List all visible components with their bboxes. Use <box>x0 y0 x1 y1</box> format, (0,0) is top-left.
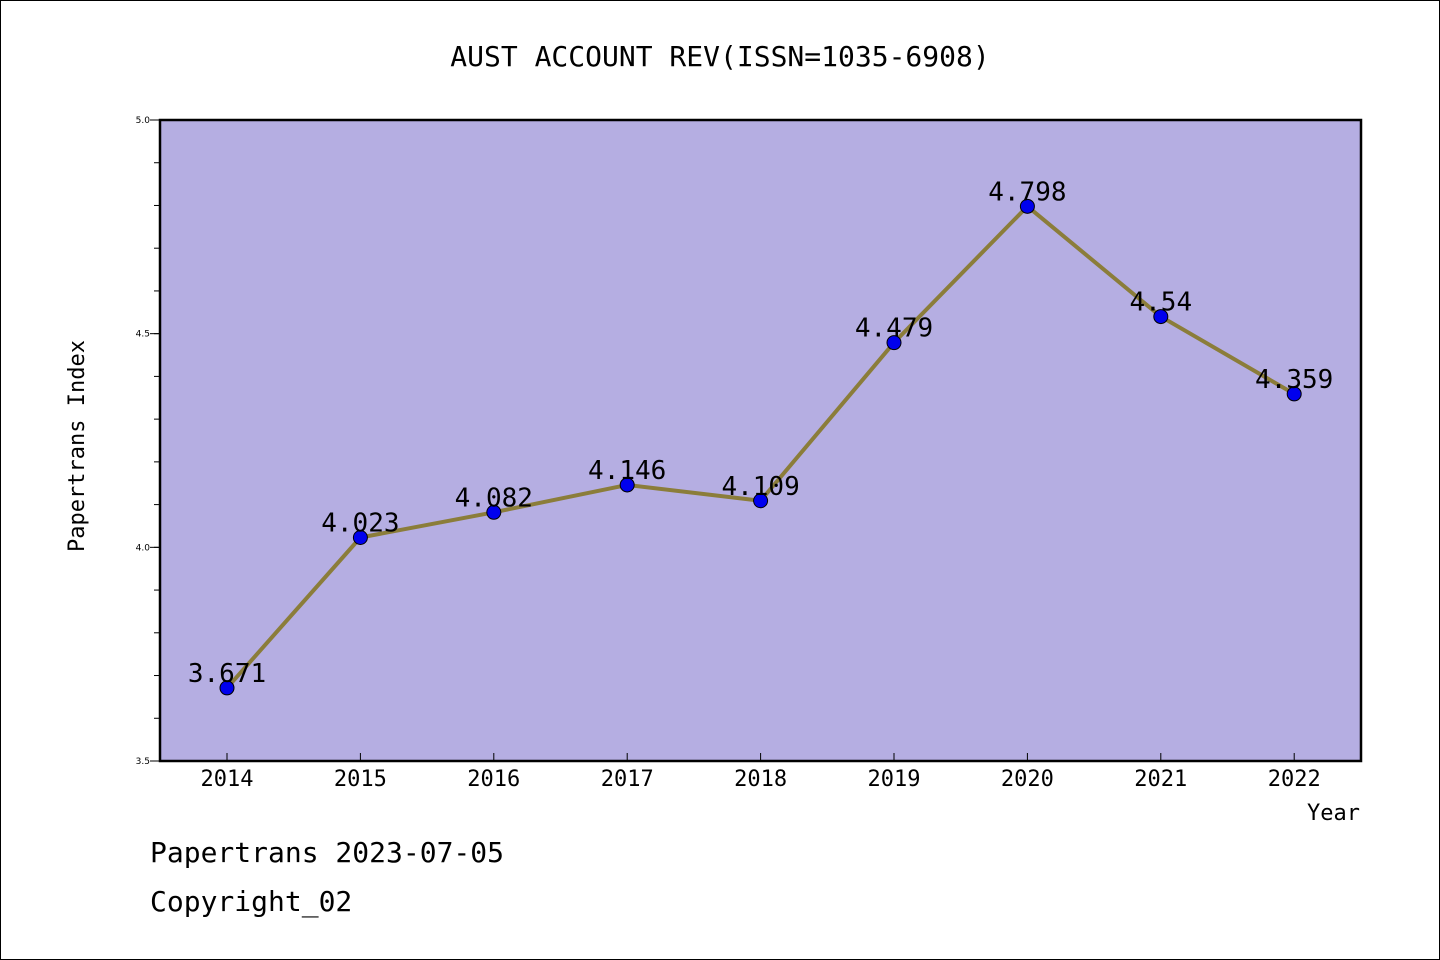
x-tick-label: 2016 <box>467 767 520 792</box>
data-label: 4.082 <box>455 483 533 513</box>
chart-title: AUST ACCOUNT REV(ISSN=1035-6908) <box>450 40 989 73</box>
x-axis-label: Year <box>1307 801 1360 826</box>
data-point <box>219 680 235 696</box>
data-label: 4.146 <box>588 456 666 486</box>
data-label: 4.54 <box>1129 288 1192 318</box>
x-tick-label: 2020 <box>1001 767 1054 792</box>
x-tick-label: 2017 <box>601 767 654 792</box>
data-point <box>1153 309 1169 325</box>
data-label: 4.479 <box>855 314 933 344</box>
data-label: 4.109 <box>721 472 799 502</box>
data-point <box>1019 198 1035 214</box>
y-tick-label: 4.0 <box>136 543 151 553</box>
data-point <box>619 477 635 493</box>
data-label: 4.798 <box>988 177 1066 207</box>
plot-area <box>158 118 1363 763</box>
y-tick-label: 4.5 <box>136 330 150 340</box>
y-tick-label: 3.5 <box>136 757 150 767</box>
y-axis: 3.5 4.0 4.5 5.0 <box>136 116 160 767</box>
x-tick-label: 2014 <box>201 767 254 792</box>
y-tick-label: 5.0 <box>136 116 151 126</box>
data-point <box>1286 386 1302 402</box>
data-point <box>886 335 902 351</box>
data-point <box>352 530 368 546</box>
x-tick-label: 2019 <box>868 767 921 792</box>
data-label: 4.359 <box>1255 365 1333 395</box>
x-axis: 2014 2015 2016 2017 2018 2019 2020 2021 2022 <box>201 753 1321 792</box>
x-tick-label: 2015 <box>334 767 387 792</box>
footer-date: Papertrans 2023-07-05 <box>150 836 505 869</box>
x-tick-label: 2021 <box>1134 767 1187 792</box>
footer-copyright: Copyright_02 <box>150 885 353 918</box>
y-axis-label: Papertrans Index <box>65 340 90 552</box>
data-label: 3.671 <box>188 659 266 689</box>
x-tick-label: 2022 <box>1268 767 1321 792</box>
data-label: 4.023 <box>321 509 399 539</box>
data-point <box>486 504 502 520</box>
data-point <box>753 493 769 509</box>
series-markers <box>219 198 1302 696</box>
x-tick-label: 2018 <box>734 767 787 792</box>
data-labels: 3.671 4.023 4.082 4.146 4.109 4.479 4.798 4.54 4… <box>188 177 1333 689</box>
